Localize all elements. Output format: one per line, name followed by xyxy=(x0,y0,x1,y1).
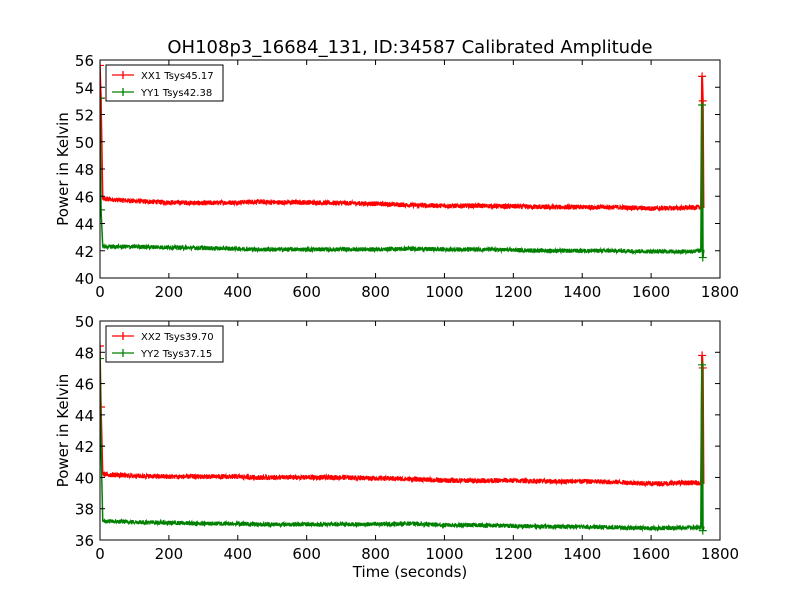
series-line xyxy=(102,195,702,212)
data-point-marker xyxy=(100,94,104,103)
x-tick-label: 1200 xyxy=(494,545,532,563)
x-axis-label: Time (seconds) xyxy=(352,563,468,581)
legend: XX2 Tsys39.70 YY2 Tsys37.15 xyxy=(105,325,224,363)
x-tick-label: 200 xyxy=(155,283,184,301)
legend-item: XX1 Tsys45.17 xyxy=(112,71,214,82)
data-point-marker xyxy=(100,205,106,214)
x-tick-label: 1600 xyxy=(632,545,670,563)
y-tick-label: 38 xyxy=(75,501,94,519)
data-point-marker xyxy=(698,360,707,369)
y-tick-label: 48 xyxy=(75,344,94,362)
x-tick-label: 400 xyxy=(223,545,252,563)
data-point-marker xyxy=(698,526,707,535)
x-tick-label: 1200 xyxy=(494,283,532,301)
y-tick-label: 50 xyxy=(75,313,94,331)
legend-box xyxy=(105,64,224,102)
legend-label: YY1 Tsys42.38 xyxy=(140,88,212,99)
legend-box xyxy=(105,325,224,363)
y-tick-label: 40 xyxy=(75,270,94,288)
y-tick-label: 44 xyxy=(75,407,94,425)
x-tick-label: 800 xyxy=(361,283,390,301)
data-point-marker xyxy=(100,354,104,363)
y-tick-label: 36 xyxy=(75,532,94,550)
x-tick-label: 600 xyxy=(292,545,321,563)
data-point-marker xyxy=(698,100,707,109)
data-point-marker xyxy=(698,96,707,105)
x-tick-label: 200 xyxy=(155,545,184,563)
series-line xyxy=(102,517,702,533)
legend-item: YY2 Tsys37.15 xyxy=(112,349,212,360)
x-tick-label: 1400 xyxy=(563,283,601,301)
data-point-marker xyxy=(100,342,104,351)
data-point-marker xyxy=(100,61,104,70)
y-axis-label: Power in Kelvin xyxy=(54,374,72,488)
y-tick-label: 40 xyxy=(75,469,94,487)
x-tick-label: 800 xyxy=(361,545,390,563)
x-tick-label: 1000 xyxy=(425,283,463,301)
legend-label: XX2 Tsys39.70 xyxy=(141,332,214,343)
x-tick-label: 1800 xyxy=(701,283,739,301)
y-tick-label: 44 xyxy=(75,216,94,234)
legend-item: XX2 Tsys39.70 xyxy=(112,332,214,343)
series-line xyxy=(102,242,702,256)
y-tick-label: 42 xyxy=(75,438,94,456)
y-tick-label: 42 xyxy=(75,243,94,261)
y-tick-label: 50 xyxy=(75,134,94,152)
plot-area xyxy=(100,61,707,262)
y-tick-label: 46 xyxy=(75,188,94,206)
x-tick-label: 0 xyxy=(95,283,105,301)
y-tick-label: 48 xyxy=(75,161,94,179)
series-line xyxy=(102,470,702,488)
legend-label: XX1 Tsys45.17 xyxy=(141,71,214,82)
data-point-marker xyxy=(698,351,707,360)
y-axis-label: Power in Kelvin xyxy=(54,112,72,226)
y-tick-label: 46 xyxy=(75,376,94,394)
x-tick-label: 1600 xyxy=(632,283,670,301)
chart-panels: 0 200 400 600 800 1000 1200 1400 1600 18004042444… xyxy=(54,52,739,581)
x-tick-label: 400 xyxy=(223,283,252,301)
x-tick-label: 1400 xyxy=(563,545,601,563)
chart-panel-1: 0 200 400 600 800 1000 1200 1400 1600 1800 40 42 44 4… xyxy=(54,52,739,301)
legend-item: YY1 Tsys42.38 xyxy=(112,88,212,99)
legend-label: YY2 Tsys37.15 xyxy=(140,349,212,360)
data-point-marker xyxy=(698,253,707,262)
x-tick-label: 0 xyxy=(95,545,105,563)
x-tick-label: 600 xyxy=(292,283,321,301)
y-tick-label: 52 xyxy=(75,107,94,125)
x-tick-label: 1000 xyxy=(425,545,463,563)
figure-title: OH108p3_16684_131, ID:34587 Calibrated A… xyxy=(167,37,652,58)
axes-frame xyxy=(99,320,721,541)
legend: XX1 Tsys45.17 YY1 Tsys42.38 xyxy=(105,64,224,102)
y-tick-label: 54 xyxy=(75,79,94,97)
data-point-marker xyxy=(698,72,707,81)
chart-panel-2: 0 200 400 600 800 1000 1200 1400 1600 1800 36 38 40 4… xyxy=(54,313,739,581)
x-tick-label: 1800 xyxy=(701,545,739,563)
y-tick-label: 56 xyxy=(75,52,94,70)
